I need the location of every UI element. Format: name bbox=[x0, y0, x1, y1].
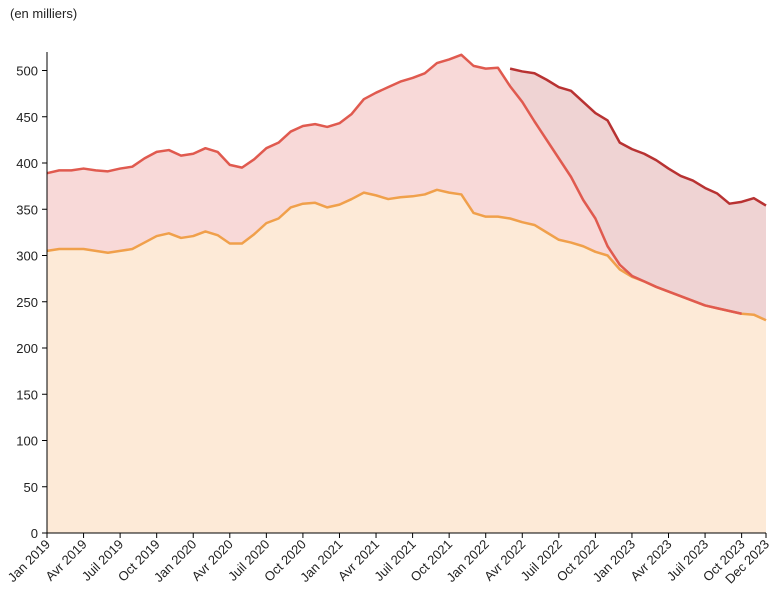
y-tick-label: 50 bbox=[24, 480, 38, 495]
y-tick-label: 500 bbox=[16, 64, 38, 79]
y-tick-label: 0 bbox=[31, 526, 38, 541]
y-tick-label: 400 bbox=[16, 156, 38, 171]
y-tick-label: 350 bbox=[16, 202, 38, 217]
y-tick-label: 250 bbox=[16, 295, 38, 310]
y-tick-label: 200 bbox=[16, 341, 38, 356]
y-tick-label: 100 bbox=[16, 434, 38, 449]
y-tick-label: 150 bbox=[16, 387, 38, 402]
line bbox=[46, 53, 742, 315]
chart-subtitle: (en milliers) bbox=[10, 6, 77, 21]
area bbox=[47, 189, 766, 533]
y-tick-label: 300 bbox=[16, 249, 38, 264]
line bbox=[509, 67, 767, 207]
y-tick-label: 450 bbox=[16, 110, 38, 125]
